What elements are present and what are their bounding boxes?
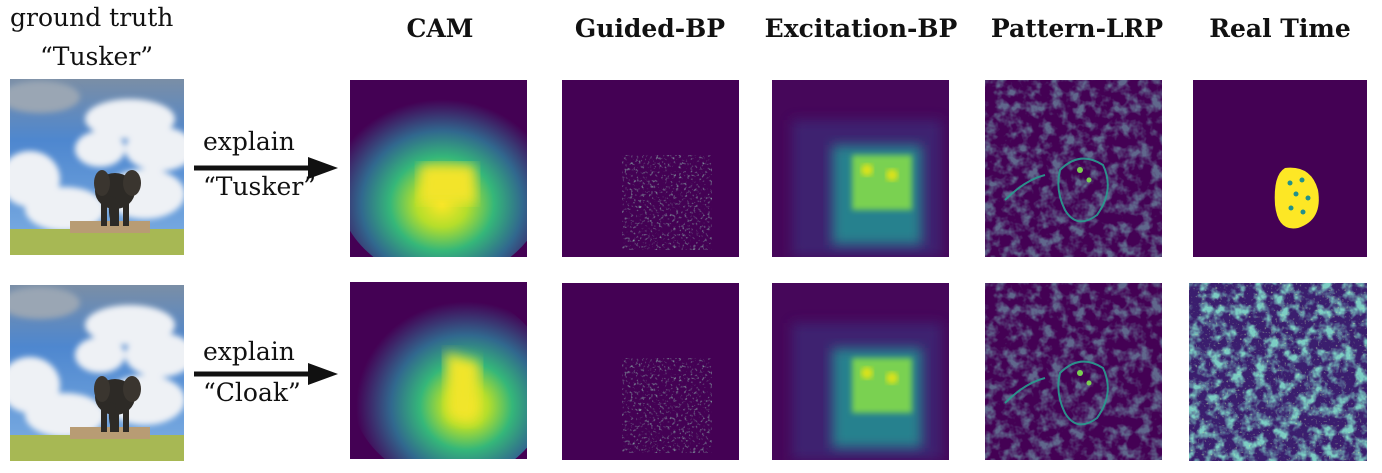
explain-label: explain bbox=[203, 337, 295, 366]
column-header-pattern-lrp: Pattern-LRP bbox=[990, 14, 1164, 43]
heatmap-real-time bbox=[1193, 80, 1367, 257]
input-photo-elephant bbox=[10, 79, 184, 255]
heatmap-real-time bbox=[1189, 283, 1367, 461]
ground-truth-label: ground truth bbox=[10, 3, 174, 32]
column-header-cam: CAM bbox=[406, 14, 474, 43]
arrow-icon bbox=[194, 157, 338, 179]
input-photo-elephant bbox=[10, 285, 184, 461]
column-header-guided-bp: Guided-BP bbox=[574, 14, 726, 43]
heatmap-excitation-bp bbox=[772, 80, 949, 257]
heatmap-cam bbox=[350, 282, 527, 459]
ground-truth-class: “Tusker” bbox=[40, 42, 154, 71]
column-header-real-time: Real Time bbox=[1209, 14, 1351, 43]
column-header-excitation-bp: Excitation-BP bbox=[764, 14, 958, 43]
heatmap-cam bbox=[350, 80, 527, 257]
explained-class-label: “Cloak” bbox=[203, 378, 301, 407]
arrow-icon bbox=[194, 363, 338, 385]
explain-label: explain bbox=[203, 127, 295, 156]
heatmap-pattern-lrp bbox=[985, 283, 1162, 460]
explained-class-label: “Tusker” bbox=[203, 172, 317, 201]
heatmap-excitation-bp bbox=[772, 283, 949, 460]
heatmap-pattern-lrp bbox=[985, 80, 1162, 257]
heatmap-guided-bp bbox=[562, 283, 739, 460]
heatmap-guided-bp bbox=[562, 80, 739, 257]
